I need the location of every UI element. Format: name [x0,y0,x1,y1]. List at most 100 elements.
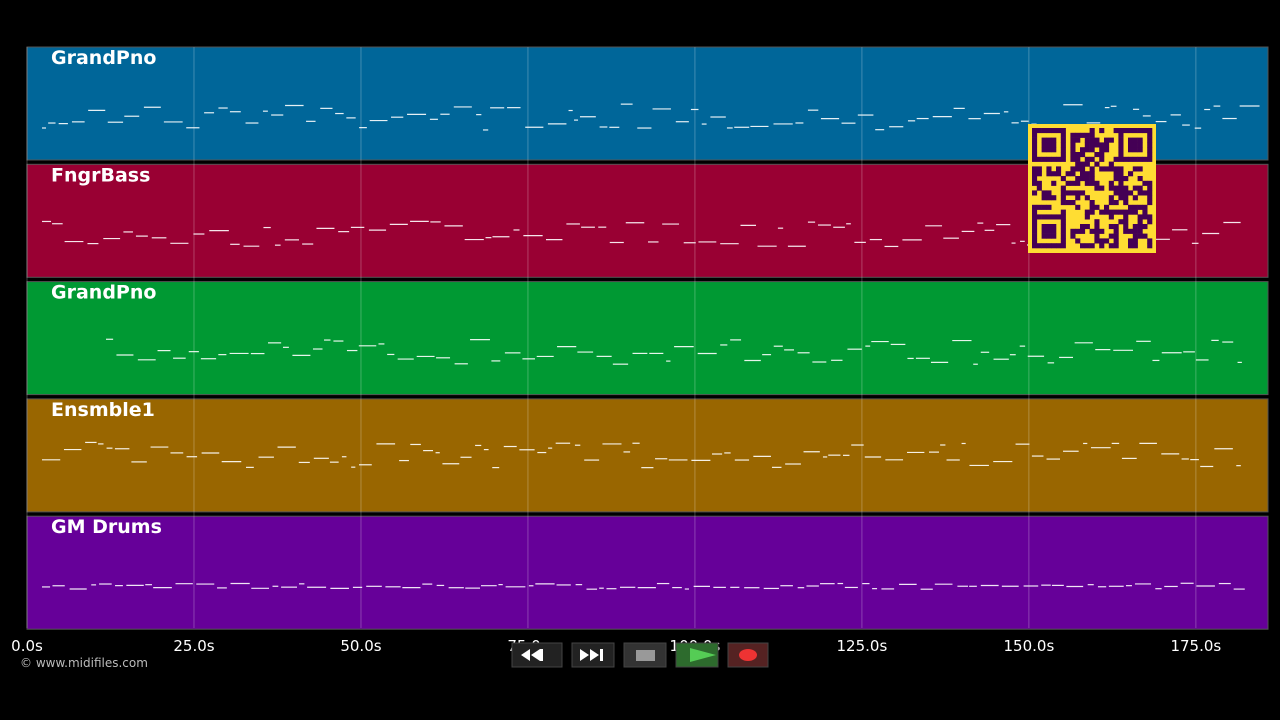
qr-module [1099,147,1105,153]
qr-module [1118,147,1124,153]
qr-module [1108,195,1114,201]
qr-module [1108,233,1114,239]
qr-code [1028,124,1156,253]
qr-module [1036,128,1042,134]
qr-module [1041,214,1047,220]
qr-module [1104,209,1110,215]
qr-module [1147,180,1153,186]
qr-module [1084,147,1090,153]
qr-module [1080,152,1086,158]
qr-module [1060,243,1066,249]
qr-module [1099,228,1105,234]
qr-module [1036,185,1042,191]
qr-module [1070,152,1076,158]
qr-module [1147,132,1153,138]
qr-module [1128,228,1134,234]
qr-module [1089,147,1095,153]
qr-module [1060,228,1066,234]
qr-module [1060,137,1066,143]
qr-module [1084,243,1090,249]
qr-module [1036,156,1042,162]
qr-module [1089,137,1095,143]
qr-module [1046,204,1052,210]
qr-module [1142,180,1148,186]
stop-button[interactable] [623,642,667,668]
qr-module [1089,128,1095,134]
qr-module [1099,209,1105,215]
qr-module [1123,224,1129,230]
qr-module [1132,228,1138,234]
qr-module [1046,156,1052,162]
qr-module [1108,180,1114,186]
qr-module [1032,171,1038,177]
qr-module [1051,171,1057,177]
qr-module [1032,228,1038,234]
qr-module [1032,128,1038,134]
qr-module [1118,152,1124,158]
qr-module [1132,204,1138,210]
qr-module [1032,238,1038,244]
qr-module [1104,238,1110,244]
qr-module [1080,147,1086,153]
qr-module [1099,243,1105,249]
qr-module [1060,128,1066,134]
qr-module [1113,243,1119,249]
qr-module [1051,147,1057,153]
qr-module [1108,161,1114,167]
qr-module [1075,180,1081,186]
qr-module [1051,156,1057,162]
qr-module [1108,243,1114,249]
qr-module [1113,171,1119,177]
qr-module [1060,147,1066,153]
qr-module [1070,233,1076,239]
qr-module [1070,190,1076,196]
qr-module [1080,224,1086,230]
qr-module [1041,128,1047,134]
qr-module [1084,176,1090,182]
qr-module [1060,233,1066,239]
qr-module [1108,200,1114,206]
qr-module [1118,156,1124,162]
forward-button[interactable] [571,642,615,668]
tick-label: 50.0s [340,637,381,655]
tick-label: 25.0s [173,637,214,655]
qr-module [1099,238,1105,244]
qr-module [1046,190,1052,196]
qr-module [1060,185,1066,191]
qr-module [1032,132,1038,138]
qr-module [1094,185,1100,191]
qr-module [1104,204,1110,210]
qr-module [1128,243,1134,249]
qr-module [1032,209,1038,215]
qr-module [1118,132,1124,138]
qr-module [1089,142,1095,148]
qr-module [1075,152,1081,158]
qr-module [1147,147,1153,153]
qr-module [1147,190,1153,196]
qr-module [1070,180,1076,186]
qr-module [1075,132,1081,138]
qr-module [1075,176,1081,182]
qr-module [1118,219,1124,225]
record-button[interactable] [727,642,769,668]
qr-module [1123,190,1129,196]
qr-module [1094,137,1100,143]
qr-module [1132,185,1138,191]
transport-controls [511,642,769,668]
qr-module [1142,156,1148,162]
qr-module [1060,238,1066,244]
qr-module [1070,166,1076,172]
qr-module [1075,161,1081,167]
qr-module [1060,219,1066,225]
qr-module [1070,137,1076,143]
qr-module [1032,137,1038,143]
qr-module [1137,142,1143,148]
rewind-button[interactable] [511,642,563,668]
qr-module [1113,166,1119,172]
qr-module [1060,200,1066,206]
qr-module [1132,156,1138,162]
qr-module [1046,142,1052,148]
play-button[interactable] [675,642,719,668]
qr-module [1137,156,1143,162]
